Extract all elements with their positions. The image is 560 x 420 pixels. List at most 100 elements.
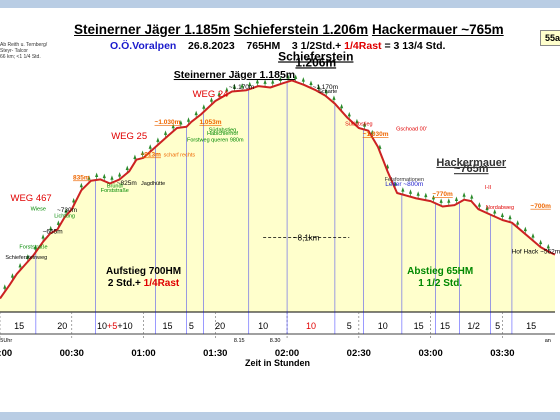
elevation-label: ~700m [530, 203, 551, 210]
tree-marker-crown [332, 95, 336, 100]
time-mark-label: 8.15 [234, 338, 245, 344]
tree-marker-crown [355, 118, 359, 124]
place-label: Scharte [318, 89, 337, 95]
tree-marker-crown [462, 192, 466, 197]
tree-marker-crown [408, 189, 413, 194]
tree-marker-crown [531, 233, 535, 238]
tree-marker-crown [18, 262, 22, 268]
route-info: Ab Reith u. Ternberg/ Steyr- Talcor 66 k… [0, 42, 60, 60]
tree-marker-crown [148, 144, 152, 149]
tree-marker-crown [133, 154, 137, 160]
x-tick-label: 01:30 [203, 348, 227, 359]
segment-minutes-label: 10 [306, 321, 316, 331]
x-tick-label: 00:00 [0, 348, 12, 359]
elevation-label: ~825m [117, 180, 137, 187]
tree-marker-crown [539, 239, 543, 245]
tree-marker-crown [447, 198, 451, 203]
x-tick-label: 03:00 [418, 348, 442, 359]
tree-marker-crown [301, 77, 305, 82]
elevation-label: ~1.170m [229, 84, 254, 91]
place-label: Bründl [107, 184, 123, 190]
elevation-label: ~1.170m [313, 84, 338, 91]
subtitle-region: O.Ö.Voralpen [110, 40, 177, 52]
tree-marker-crown [508, 214, 512, 220]
tree-marker-crown [477, 202, 482, 207]
place-label: Forstweg queren 980m [187, 138, 244, 144]
place-label: Jagdhütte [141, 181, 165, 187]
tree-marker-crown [454, 196, 459, 202]
x-tick-label: 03:30 [490, 348, 514, 359]
subtitle-elevation: 765HM [246, 40, 281, 52]
descent-title: Abstieg 65HM [407, 266, 473, 277]
profile-line [0, 79, 556, 300]
tree-marker-crown [87, 175, 91, 180]
segment-minutes-label: 10+5+10 [97, 321, 133, 331]
distance-label: ~8,1km [293, 234, 320, 243]
time-mark-label: 8.35Uhr [0, 338, 12, 344]
tree-marker-crown [49, 225, 53, 231]
segment-minutes-label: 1/2 [467, 321, 480, 331]
tree-marker-crown [500, 212, 504, 218]
place-label: Nordabweg [486, 205, 514, 211]
route-info-line: Steyr- Talcor [0, 48, 28, 54]
descent-duration: 1 1/2 Std. [418, 278, 462, 289]
elevation-label: ~913m [141, 151, 162, 158]
tree-marker-crown [72, 197, 76, 203]
x-tick-label: 02:00 [275, 348, 299, 359]
tree-marker-crown [431, 194, 436, 200]
tree-marker-crown [424, 192, 428, 198]
tree-marker-crown [439, 198, 443, 203]
segment-minutes-label: 20 [215, 321, 225, 331]
tree-marker-crown [485, 205, 489, 211]
tree-marker-crown [179, 120, 183, 125]
tree-marker-crown [156, 137, 160, 142]
profile-area [0, 80, 555, 313]
tree-marker-crown [186, 117, 191, 122]
tour-number-badge: 55a [540, 30, 560, 46]
route-info-line: 66 km; <1 1/4 Std. [0, 54, 41, 60]
ascent-duration: 2 Std.+ 1/4Rast [108, 278, 180, 289]
tree-marker-crown [163, 130, 168, 135]
title-peak-1: Steinerner Jäger 1.185m [74, 22, 231, 37]
segment-minutes-label: 15 [526, 321, 536, 331]
tree-marker-crown [102, 173, 106, 179]
x-axis-label: Zeit in Stunden [245, 358, 310, 368]
tree-marker-crown [110, 175, 114, 180]
tree-marker-crown [317, 84, 321, 89]
segment-minutes-label: 10 [258, 321, 268, 331]
segment-minutes-label: 15 [162, 321, 172, 331]
segment-minutes-label: 20 [57, 321, 67, 331]
elevation-label: ~655m [43, 229, 63, 236]
subtitle-duration-c: = 3 13/4 Std. [384, 40, 446, 52]
bottom-frame-bar [0, 412, 560, 420]
subtitle-duration-b: 1/4Rast [344, 40, 382, 52]
tree-marker-crown [10, 273, 15, 278]
tree-marker-crown [140, 150, 145, 156]
peak-label: ~765m [454, 163, 489, 175]
elevation-label: ~770m [432, 191, 453, 198]
top-frame-bar [0, 0, 560, 8]
elevation-label: Leiter ~800m [385, 181, 423, 188]
tree-marker-crown [225, 86, 229, 92]
tree-marker-crown [347, 111, 351, 117]
tree-marker-crown [278, 76, 282, 82]
segment-minutes-label: 10 [378, 321, 388, 331]
tree-marker-crown [309, 80, 313, 86]
tree-marker-crown [324, 88, 328, 94]
tree-marker-crown [286, 74, 290, 79]
place-label: Habichlerhof [207, 131, 238, 137]
elevation-label: ~1.030m [363, 131, 389, 138]
place-label: Schiefersteinweg [5, 255, 47, 261]
tree-marker-crown [248, 81, 252, 87]
x-tick-label: 02:30 [347, 348, 371, 359]
trail-label: WEG 24 [193, 89, 229, 100]
ascent-title: Aufstieg 700HM [106, 266, 181, 277]
route-info-line: Ab Reith u. Ternberg/ [0, 42, 48, 48]
tree-marker-crown [255, 78, 260, 84]
place-label: Forststraße [101, 188, 129, 194]
tree-marker-crown [64, 208, 68, 213]
segment-minutes-label: 5 [189, 321, 194, 331]
tree-marker-crown [232, 83, 237, 89]
tree-marker-crown [240, 83, 244, 88]
segment-minutes-label: 15 [414, 321, 424, 331]
